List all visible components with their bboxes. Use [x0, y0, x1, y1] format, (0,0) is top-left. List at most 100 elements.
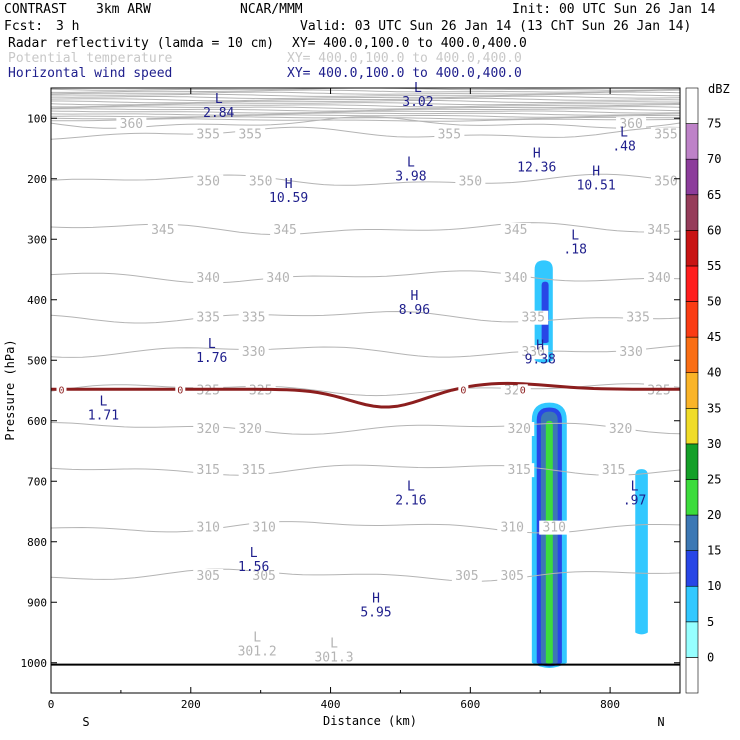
theta-stack-line-14	[51, 116, 680, 120]
theta-extremum-type: L	[330, 637, 338, 652]
colorbar-unit: dBZ	[708, 82, 730, 96]
theta-label-bg	[605, 422, 636, 437]
theta-stack-line-1	[51, 89, 680, 93]
axes: Distance (km) Pressure (hPa) S N 100 200 3…	[3, 88, 680, 729]
wind-extremum-type: H	[411, 289, 419, 304]
colorbar-label: 65	[707, 188, 721, 202]
theta-label-305: 305	[197, 569, 220, 584]
figure-header: CONTRAST 3km ARW NCAR/MMM Init: 00 UTC S…	[4, 2, 716, 81]
x-tick-label: 400	[321, 698, 341, 711]
theta-label-330: 330	[242, 345, 265, 360]
y-tick-label: 900	[27, 596, 47, 609]
theta-label-310: 310	[197, 521, 220, 536]
y-tick-label: 500	[27, 354, 47, 367]
theta-stack-line-4	[51, 95, 680, 100]
colorbar-label: 20	[707, 508, 721, 522]
wind-extremum-type: L	[407, 156, 415, 171]
freezing-level-line	[51, 381, 680, 409]
wind-extremum-type: L	[100, 395, 108, 410]
theta-stack-line-15	[51, 118, 680, 122]
colorbar-label: 15	[707, 544, 721, 558]
theta-stack-line-5	[51, 97, 680, 102]
theta-label-bg	[147, 222, 178, 237]
theta-contour-335	[51, 310, 680, 324]
theta-label-bg	[518, 310, 549, 325]
colorbar-label: 0	[707, 650, 714, 664]
wind-extremum-type: L	[620, 125, 628, 140]
wind-extremum-type: L	[631, 479, 639, 494]
wind-extremum-value: 2.16	[395, 493, 426, 508]
theta-label-bg	[434, 127, 465, 142]
colorbar-label: 60	[707, 223, 721, 237]
wind-extremum-value: 3.02	[402, 95, 433, 110]
theta-label-bg	[116, 117, 147, 132]
theta-label-bg	[616, 117, 647, 132]
theta-label-340: 340	[647, 271, 670, 286]
theta-label-bg	[249, 569, 280, 584]
freezing-level-label: 0	[460, 385, 466, 396]
theta-label-310: 310	[501, 521, 524, 536]
theta-contour-360	[51, 116, 680, 129]
freezing-label-bg	[517, 384, 528, 396]
plot-area: 360 360 355 355 355 355 350 350 350 350 345 345 345 3…	[50, 81, 681, 694]
theta-label-bg	[598, 463, 629, 478]
upper-theta-stack	[51, 88, 680, 122]
x-tick-label: 0	[48, 698, 55, 711]
wind-extremum-value: 2.84	[203, 106, 234, 121]
theta-label-bg	[270, 222, 301, 237]
colorbar-swatch-6	[685, 443, 699, 480]
theta-stack-line-13	[51, 114, 680, 118]
wind-extremum-type: L	[407, 479, 415, 494]
theta-label-335: 335	[521, 311, 544, 326]
theta-contour-320	[51, 422, 680, 435]
theta-label-345: 345	[504, 223, 527, 238]
init-time: Init: 00 UTC Sun 26 Jan 14	[512, 2, 716, 17]
y-tick-label: 200	[27, 173, 47, 186]
theta-label-340: 340	[266, 271, 289, 286]
wind-extremum-value: 12.36	[517, 161, 556, 176]
left-endpoint-label: S	[82, 715, 89, 729]
theta-label-bg	[451, 569, 482, 584]
theta-stack-line-9	[51, 106, 680, 110]
wind-extremum-value: 1.71	[88, 409, 119, 424]
theta-label-bg	[518, 345, 549, 360]
wind-extremum-type: L	[571, 228, 579, 243]
theta-stack-line-12	[51, 112, 680, 116]
colorbar-swatch-2	[685, 585, 699, 623]
wind-extremum-type: H	[592, 165, 600, 180]
theta-label-bg	[651, 127, 680, 142]
freezing-level-label: 0	[177, 385, 183, 396]
wind-extremum-type: L	[250, 546, 258, 561]
theta-label-340: 340	[197, 271, 220, 286]
colorbar-label: 5	[707, 615, 714, 629]
y-tick-label: 100	[27, 112, 47, 125]
theta-label-bg	[193, 127, 224, 142]
theta-label-bg	[500, 270, 531, 285]
y-axis-label: Pressure (hPa)	[3, 339, 17, 440]
theta-label-310: 310	[252, 521, 275, 536]
theta-stack-line-11	[51, 110, 680, 114]
plot-frame	[50, 87, 681, 694]
wind-extremum-value: 1.76	[196, 351, 227, 366]
colorbar-label: 75	[707, 117, 721, 131]
theta-label-bg	[504, 422, 535, 437]
theta-extremum-type: L	[253, 631, 261, 646]
theta-label-bg	[539, 520, 570, 535]
theta-stack-line-7	[51, 102, 680, 106]
wind-extremum-value: 8.96	[399, 303, 430, 318]
theta-label-335: 335	[242, 311, 265, 326]
theta-stack-line-10	[51, 108, 680, 112]
x-tick-label: 200	[181, 698, 201, 711]
colorbar-swatch-0	[685, 657, 699, 694]
theta-label-bg	[193, 520, 224, 535]
colorbar-swatch-12	[685, 230, 699, 267]
theta-label-bg	[193, 569, 224, 584]
theta-label-bg	[623, 310, 654, 325]
theta-contour-340	[51, 270, 680, 284]
field-xy-wind: XY= 400.0,100.0 to 400.0,400.0	[287, 66, 522, 81]
theta-extremum-value: 301.2	[238, 645, 277, 660]
theta-stack-line-3	[51, 93, 680, 97]
wind-extremum-value: .48	[612, 139, 635, 154]
theta-label-bg	[245, 174, 276, 189]
